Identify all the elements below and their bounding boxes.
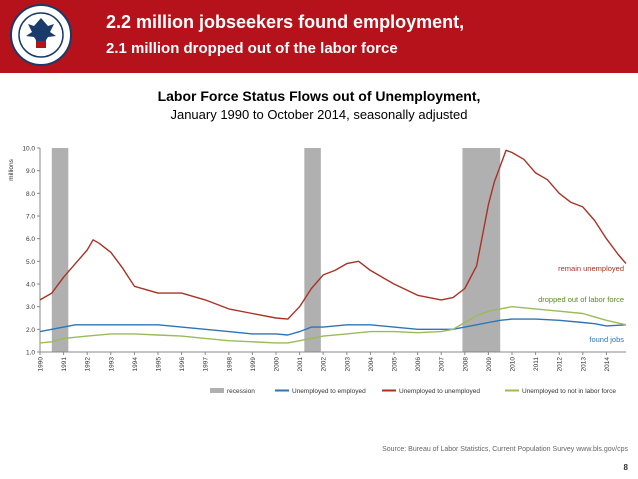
x-tick-label: 1991 — [61, 357, 68, 372]
chart-subtitle: January 1990 to October 2014, seasonally… — [170, 107, 468, 122]
y-tick-label: 1.0 — [26, 350, 35, 357]
y-tick-label: 2.0 — [26, 327, 35, 334]
legend-label: Unemployed to employed — [292, 388, 366, 395]
x-tick-label: 1997 — [203, 357, 210, 372]
x-tick-label: 2014 — [604, 357, 611, 372]
line-unemployed — [39, 149, 627, 320]
line-not-in-labor-force — [39, 306, 627, 344]
x-tick-label: 2005 — [392, 357, 399, 372]
x-tick-label: 2008 — [462, 357, 469, 372]
annotation-remain-unemployed: remain unemployed — [558, 264, 624, 273]
department-seal-icon — [10, 4, 72, 66]
title-banner: 2.2 million jobseekers found employment,… — [0, 0, 638, 73]
x-tick-label: 1994 — [132, 357, 139, 372]
y-tick-label: 6.0 — [26, 236, 35, 243]
x-tick-label: 1996 — [179, 357, 186, 372]
x-tick-label: 2013 — [580, 357, 587, 372]
x-tick-label: 1993 — [108, 357, 115, 372]
line-employed — [39, 318, 627, 336]
source-note: Source: Bureau of Labor Statistics, Curr… — [382, 446, 628, 453]
x-tick-label: 1999 — [250, 357, 257, 372]
x-tick-label: 2002 — [321, 357, 328, 372]
x-tick-label: 2010 — [510, 357, 517, 372]
banner-subtitle: 2.1 million dropped out of the labor for… — [106, 40, 398, 57]
y-tick-label: 9.0 — [26, 168, 35, 175]
y-tick-label: 10.0 — [22, 146, 35, 153]
x-tick-label: 2003 — [344, 357, 351, 372]
legend-label: recession — [227, 388, 255, 395]
x-tick-label: 2006 — [415, 357, 422, 372]
x-tick-label: 2001 — [297, 357, 304, 372]
y-tick-label: 8.0 — [26, 191, 35, 198]
recession-band — [304, 148, 321, 352]
y-tick-label: 7.0 — [26, 214, 35, 221]
y-tick-label: 5.0 — [26, 259, 35, 266]
x-tick-label: 2007 — [439, 357, 446, 372]
page-number: 8 — [623, 463, 628, 472]
recession-band — [51, 148, 69, 352]
y-axis-label: millions — [8, 158, 15, 180]
x-tick-label: 1998 — [226, 357, 233, 372]
x-tick-label: 1995 — [156, 357, 163, 372]
legend-label: Unemployed to not in labor force — [522, 388, 616, 395]
x-tick-label: 2004 — [368, 357, 375, 372]
x-tick-label: 2000 — [274, 357, 281, 372]
banner-title: 2.2 million jobseekers found employment, — [106, 12, 465, 32]
annotation-dropped-out: dropped out of labor force — [538, 295, 624, 304]
x-tick-label: 2011 — [533, 357, 540, 371]
annotation-found-jobs: found jobs — [589, 335, 624, 344]
legend-swatch-recession — [210, 388, 224, 393]
y-tick-label: 4.0 — [26, 282, 35, 289]
y-tick-label: 3.0 — [26, 304, 35, 311]
x-tick-label: 2012 — [557, 357, 564, 372]
x-tick-label: 1990 — [38, 357, 45, 372]
x-tick-label: 2009 — [486, 357, 493, 372]
x-tick-label: 1992 — [85, 357, 92, 372]
legend-label: Unemployed to unemployed — [399, 388, 480, 395]
chart-title: Labor Force Status Flows out of Unemploy… — [157, 88, 481, 104]
line-chart: 1.0 2.0 3.0 4.0 5.0 6.0 7.0 8.0 9.0 10.0 millions 1… — [8, 146, 627, 395]
